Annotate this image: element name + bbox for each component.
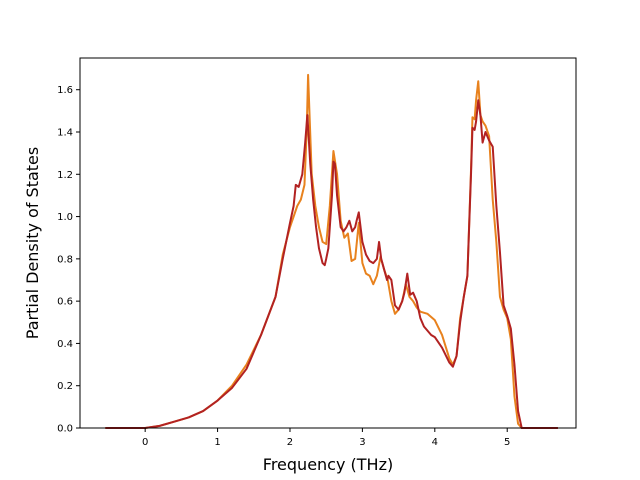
y-axis-label: Partial Density of States [23, 147, 42, 339]
x-tick-label: 2 [287, 437, 293, 448]
y-tick-label: 1.0 [57, 212, 73, 223]
x-axis-ticks: 0 1 2 3 4 5 [142, 428, 510, 448]
y-tick-label: 0.2 [57, 381, 73, 392]
y-tick-label: 1.2 [57, 170, 73, 181]
y-tick-label: 1.4 [57, 128, 73, 139]
y-tick-label: 1.6 [57, 85, 73, 96]
x-tick-label: 3 [359, 437, 365, 448]
x-tick-label: 0 [142, 437, 148, 448]
x-tick-label: 4 [432, 437, 438, 448]
y-tick-label: 0.8 [57, 254, 73, 265]
x-tick-label: 1 [214, 437, 220, 448]
y-tick-label: 0.6 [57, 297, 73, 308]
series-layer [105, 73, 558, 429]
y-tick-label: 0.4 [57, 339, 73, 350]
series-line-2 [105, 99, 558, 429]
plot-frame [79, 57, 577, 429]
y-axis-ticks: 0.0 0.2 0.4 0.6 0.8 1.0 1.2 1.4 1.6 [57, 85, 80, 435]
y-tick-label: 0.0 [57, 424, 73, 435]
x-axis-label: Frequency (THz) [263, 455, 393, 474]
x-tick-label: 5 [504, 437, 510, 448]
